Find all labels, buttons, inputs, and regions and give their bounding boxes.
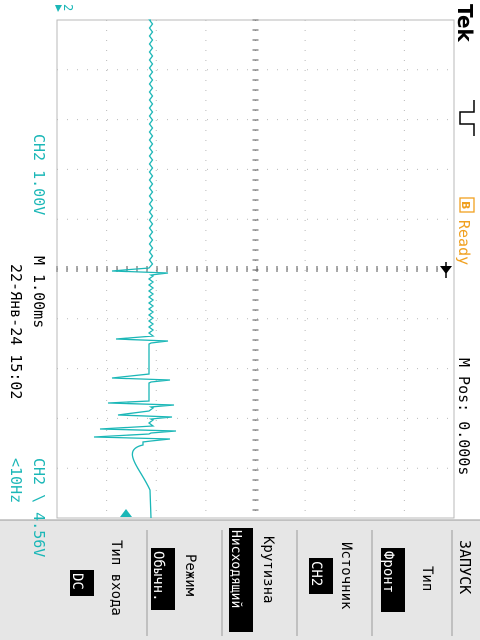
- frequency-readout: <10Hz: [7, 458, 25, 503]
- ready-indicator: B Ready: [455, 197, 475, 265]
- menu-item-coupling-value: DC: [69, 573, 85, 590]
- channel-scale: CH2 1.00V: [30, 134, 48, 215]
- acquisition-status: Ready: [455, 220, 473, 265]
- menu-item-coupling-label: Тип входа: [108, 540, 124, 616]
- trigger-level-arrow-icon: 2: [55, 4, 75, 12]
- trigger-level-marker: 2: [61, 4, 75, 11]
- menu-item-source[interactable]: Источник CH2: [296, 530, 354, 636]
- datetime-readout: 22-Янв-24 15:02: [7, 264, 25, 399]
- menu-item-source-label: Источник: [338, 542, 354, 610]
- menu-item-coupling-value-bg: [70, 570, 94, 596]
- trigger-position-icon: [440, 262, 452, 278]
- menu-item-mode-value: Обычн.: [150, 551, 166, 602]
- menu-items: Тип Фронт Источник CH2 Крутизна Нисходящ…: [69, 528, 435, 636]
- menu-item-slope[interactable]: Крутизна Нисходящий: [221, 528, 276, 636]
- menu-item-type[interactable]: Тип Фронт: [371, 530, 435, 636]
- trigger-readout: CH2 \ 4.56V: [30, 458, 48, 557]
- menu-item-mode-label: Режим: [182, 554, 198, 597]
- menu-item-slope-value: Нисходящий: [228, 530, 243, 608]
- menu-item-slope-label: Крутизна: [260, 536, 276, 603]
- trigger-edge-icon: [459, 100, 475, 136]
- menu-item-mode-value-bg: [151, 548, 175, 610]
- menu-item-type-value-bg: [381, 548, 405, 612]
- menu-item-source-value-bg: [309, 558, 333, 594]
- waveform-trace: [93, 19, 177, 519]
- ground-marker-icon: [120, 509, 132, 517]
- ready-letter: B: [459, 201, 472, 209]
- menu-item-type-label: Тип: [419, 566, 435, 591]
- ready-indicator-icon: [459, 197, 475, 213]
- menu-item-type-value: Фронт: [380, 551, 396, 593]
- timebase-readout: M 1.00ms: [30, 256, 48, 328]
- menu-item-source-value: CH2: [308, 561, 324, 586]
- menu-title: ЗАПУСК: [456, 540, 474, 594]
- menu-item-slope-value-bg: [229, 528, 253, 632]
- menu-item-mode[interactable]: Режим Обычн.: [146, 530, 198, 636]
- menu-item-coupling[interactable]: Тип входа DC: [69, 540, 124, 616]
- brand-logo: Tek: [453, 4, 477, 43]
- graticule: [56, 19, 455, 519]
- horizontal-position: M Pos: 0.000s: [455, 358, 473, 475]
